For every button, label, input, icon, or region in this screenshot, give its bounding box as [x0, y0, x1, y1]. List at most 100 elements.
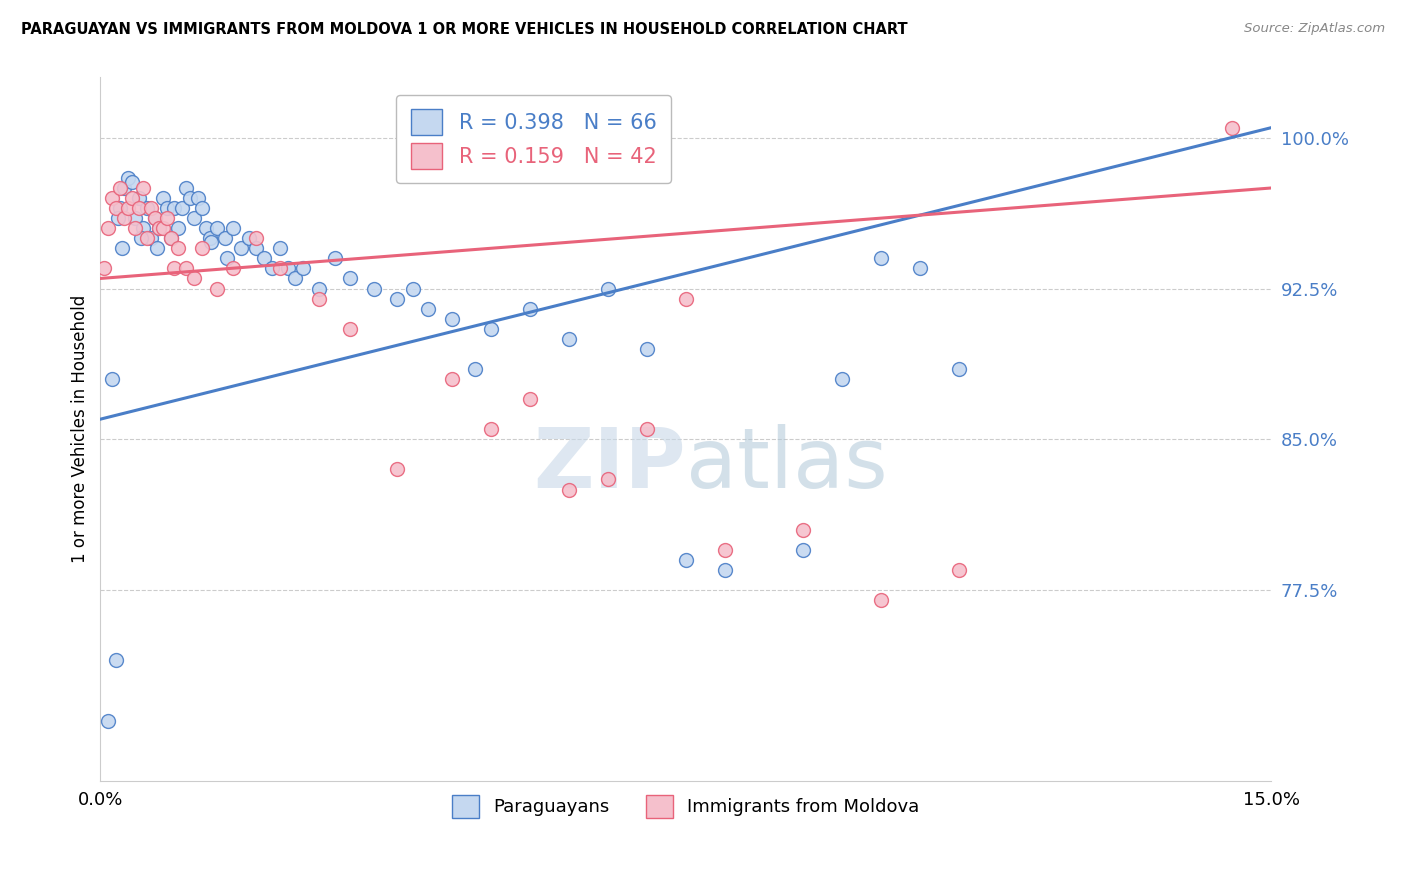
Point [229, 241, 252, 255]
Point [159, 231, 181, 245]
Point [339, 271, 361, 285]
Point [831, 372, 853, 386]
Point [363, 281, 385, 295]
Point [108, 201, 131, 215]
Point [198, 231, 221, 245]
Point [418, 301, 440, 316]
Point [339, 322, 361, 336]
Point [129, 231, 152, 245]
Point [152, 191, 174, 205]
Point [675, 553, 697, 567]
Point [596, 281, 619, 295]
Point [479, 322, 502, 336]
Text: PARAGUAYAN VS IMMIGRANTS FROM MOLDOVA 1 OR MORE VEHICLES IN HOUSEHOLD CORRELATIO: PARAGUAYAN VS IMMIGRANTS FROM MOLDOVA 1 … [21, 22, 908, 37]
Point [183, 271, 205, 285]
Point [132, 181, 155, 195]
Point [104, 201, 127, 215]
Point [108, 181, 131, 195]
Point [132, 221, 155, 235]
Point [148, 221, 170, 235]
Point [207, 221, 229, 235]
Point [143, 211, 166, 226]
Point [121, 191, 143, 205]
Point [117, 201, 139, 215]
Point [440, 372, 463, 386]
Point [1220, 120, 1243, 135]
Point [152, 221, 174, 235]
Point [636, 422, 658, 436]
Point [148, 221, 170, 235]
Text: atlas: atlas [686, 424, 887, 505]
Point [713, 542, 735, 557]
Point [908, 261, 931, 276]
Point [124, 211, 146, 226]
Point [401, 281, 423, 295]
Point [948, 362, 970, 376]
Point [308, 292, 330, 306]
Point [128, 191, 150, 205]
Point [93, 261, 115, 276]
Point [464, 362, 486, 376]
Point [187, 191, 209, 205]
Point [869, 593, 891, 607]
Point [174, 261, 197, 276]
Legend: Paraguayans, Immigrants from Moldova: Paraguayans, Immigrants from Moldova [444, 789, 927, 825]
Point [636, 342, 658, 356]
Point [222, 261, 245, 276]
Point [139, 231, 162, 245]
Point [292, 261, 315, 276]
Point [107, 211, 129, 226]
Point [269, 241, 291, 255]
Point [112, 211, 135, 226]
Point [156, 211, 179, 226]
Point [143, 211, 166, 226]
Point [713, 563, 735, 577]
Point [136, 201, 159, 215]
Point [191, 201, 214, 215]
Point [277, 261, 299, 276]
Text: Source: ZipAtlas.com: Source: ZipAtlas.com [1244, 22, 1385, 36]
Text: ZIP: ZIP [533, 424, 686, 505]
Point [167, 241, 190, 255]
Point [260, 261, 283, 276]
Point [238, 231, 260, 245]
Y-axis label: 1 or more Vehicles in Household: 1 or more Vehicles in Household [72, 295, 89, 564]
Point [124, 221, 146, 235]
Point [97, 221, 120, 235]
Point [214, 231, 236, 245]
Point [117, 170, 139, 185]
Point [156, 201, 179, 215]
Point [200, 235, 222, 250]
Point [139, 201, 162, 215]
Point [323, 252, 346, 266]
Point [948, 563, 970, 577]
Point [163, 201, 186, 215]
Point [308, 281, 330, 295]
Point [869, 252, 891, 266]
Point [167, 221, 190, 235]
Point [101, 372, 124, 386]
Point [245, 241, 267, 255]
Point [675, 292, 697, 306]
Point [385, 462, 408, 476]
Point [596, 473, 619, 487]
Point [253, 252, 276, 266]
Point [519, 392, 541, 406]
Point [136, 231, 159, 245]
Point [159, 231, 181, 245]
Point [194, 221, 217, 235]
Point [111, 241, 134, 255]
Point [101, 191, 124, 205]
Point [215, 252, 238, 266]
Point [104, 653, 127, 667]
Point [179, 191, 201, 205]
Point [207, 281, 229, 295]
Point [284, 271, 307, 285]
Point [519, 301, 541, 316]
Point [174, 181, 197, 195]
Point [479, 422, 502, 436]
Point [172, 201, 194, 215]
Point [245, 231, 267, 245]
Point [191, 241, 214, 255]
Point [128, 201, 150, 215]
